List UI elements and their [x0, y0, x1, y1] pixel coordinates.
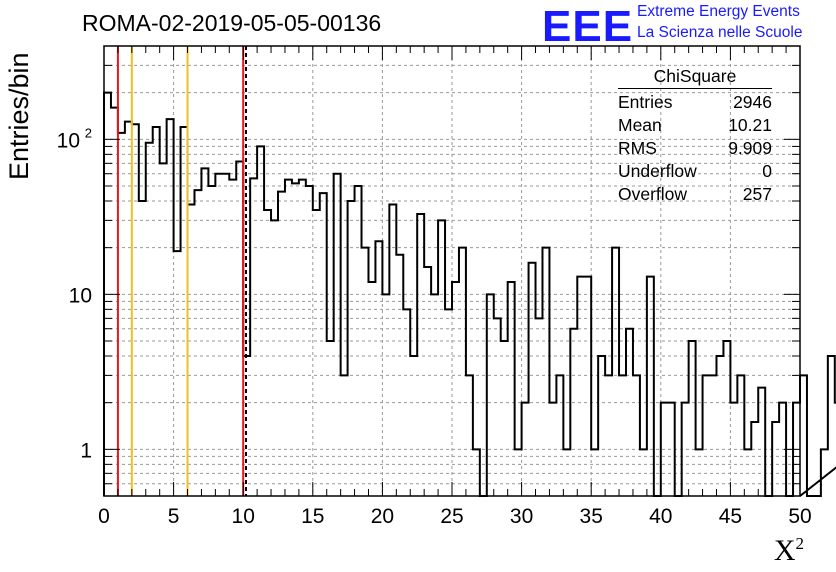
y-tick-label: 10 — [69, 284, 92, 307]
stats-value: 2946 — [733, 92, 772, 112]
stats-value: 257 — [742, 184, 772, 204]
x-tick-label: 50 — [788, 505, 811, 528]
eee-logo: EEE — [542, 2, 634, 51]
chart-title: ROMA-02-2019-05-05-00136 — [82, 10, 382, 36]
x-tick-label: 25 — [440, 505, 463, 528]
x-tick-label: 5 — [168, 505, 180, 528]
x-tick-label: 10 — [232, 505, 255, 528]
x-tick-label: 30 — [510, 505, 533, 528]
stats-row: RMS 9.909 — [612, 137, 778, 160]
stats-title: ChiSquare — [618, 66, 772, 89]
stats-row: Mean 10.21 — [612, 114, 778, 137]
stats-value: 10.21 — [728, 115, 772, 135]
x-tick-label: 40 — [649, 505, 672, 528]
x-tick-label: 0 — [98, 505, 110, 528]
x-tick-label: 20 — [371, 505, 394, 528]
logo-line-2: La Scienza nelle Scuole — [637, 24, 803, 41]
stats-value: 0 — [762, 161, 772, 181]
stats-row: Overflow 257 — [612, 183, 778, 206]
x-axis-label-sup: 2 — [795, 534, 805, 553]
y-tick-label-exponent: 2 — [85, 125, 92, 140]
stats-row: Underflow 0 — [612, 160, 778, 183]
logo-line-1: Extreme Energy Events — [637, 3, 800, 20]
x-axis-label: X2 — [774, 534, 804, 568]
stats-label: Overflow — [618, 184, 688, 204]
y-tick-label: 10 — [57, 129, 80, 152]
x-tick-label: 15 — [301, 505, 324, 528]
stats-label: Underflow — [618, 161, 697, 181]
stats-value: 9.909 — [728, 138, 772, 158]
y-tick-label: 1 — [80, 439, 92, 462]
x-tick-label: 45 — [719, 505, 742, 528]
stats-label: Entries — [618, 92, 673, 112]
stats-row: Entries 2946 — [612, 91, 778, 114]
stats-box: ChiSquare Entries 2946 Mean 10.21 RMS 9.909… — [612, 66, 778, 206]
stats-label: RMS — [618, 138, 657, 158]
stats-label: Mean — [618, 115, 662, 135]
x-tick-label: 35 — [580, 505, 603, 528]
x-axis-label-text: X — [773, 534, 796, 567]
